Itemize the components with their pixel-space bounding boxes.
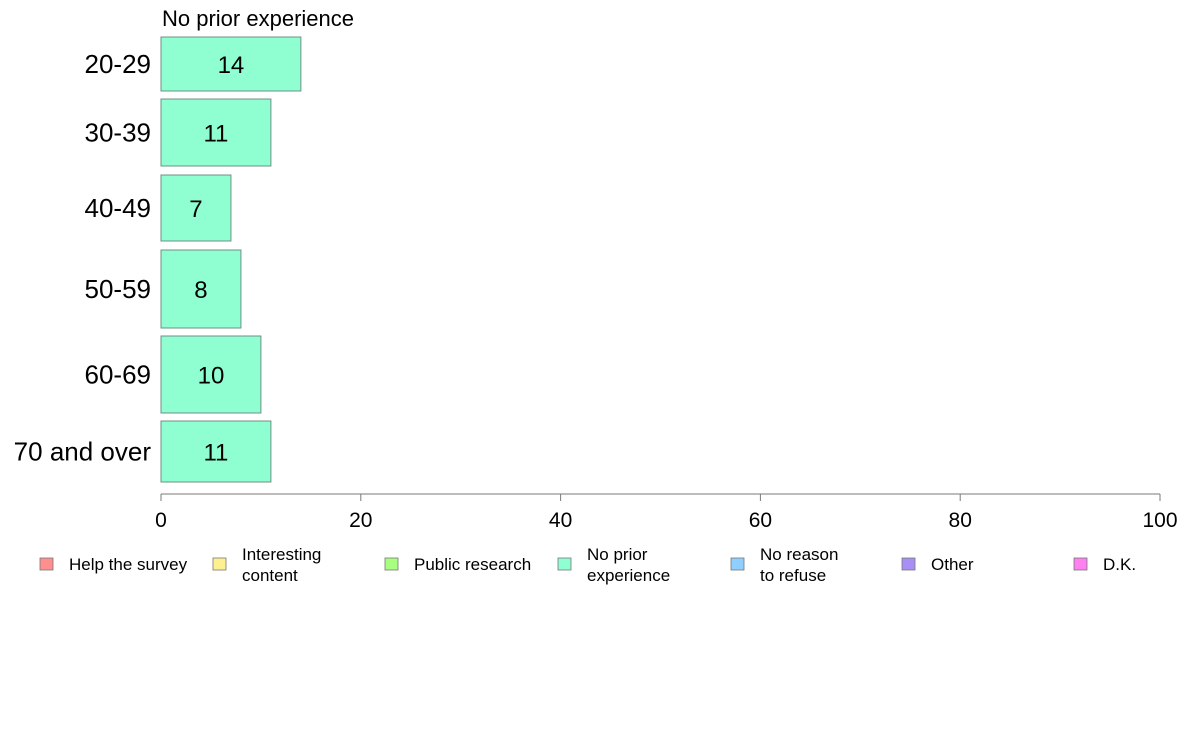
- x-axis: 0 20 40 60 80 100: [155, 493, 1178, 532]
- bar-20-29: [160, 36, 302, 92]
- legend-label: experience: [587, 566, 670, 585]
- legend-label: Public research: [414, 555, 531, 574]
- x-tick-label: 0: [155, 509, 167, 532]
- legend-item: Other: [901, 555, 974, 574]
- legend-label: to refuse: [760, 566, 826, 585]
- legend-label: No prior: [587, 545, 648, 564]
- legend-label: Help the survey: [69, 555, 188, 574]
- x-tick-label: 60: [749, 509, 772, 532]
- bar-value-label: 7: [189, 196, 202, 223]
- bar-40-49: [160, 174, 232, 242]
- legend-swatch: [1073, 557, 1088, 571]
- bars-layer: 14 20-29 11 30-39 7 40-49 8 50-59 10 60-69 11 70 an…: [14, 36, 302, 483]
- x-tick-label: 20: [349, 509, 372, 532]
- category-label: 60-69: [85, 360, 152, 390]
- legend-item: Interesting content: [212, 545, 321, 585]
- legend-label: Interesting: [242, 545, 321, 564]
- bar-50-59: [160, 249, 242, 329]
- x-tick-label: 100: [1142, 509, 1177, 532]
- bar-60-69: [160, 335, 262, 414]
- legend-item: No prior experience: [557, 545, 670, 585]
- category-label: 50-59: [85, 274, 152, 304]
- bar-value-label: 10: [198, 363, 225, 390]
- bar-30-39: [160, 98, 272, 167]
- legend: Help the survey Interesting content Public …: [39, 545, 1136, 585]
- legend-label: D.K.: [1103, 555, 1136, 574]
- legend-label: No reason: [760, 545, 838, 564]
- category-label: 70 and over: [14, 437, 152, 467]
- legend-swatch: [901, 557, 916, 571]
- legend-swatch: [212, 557, 227, 571]
- x-tick-label: 80: [949, 509, 972, 532]
- category-label: 20-29: [85, 49, 152, 79]
- category-label: 30-39: [85, 118, 152, 148]
- bar-value-label: 14: [218, 52, 245, 79]
- legend-swatch: [557, 557, 572, 571]
- legend-item: D.K.: [1073, 555, 1136, 574]
- legend-label: Other: [931, 555, 974, 574]
- legend-item: Help the survey: [39, 555, 188, 574]
- legend-label: content: [242, 566, 298, 585]
- chart-title: No prior experience: [162, 6, 354, 31]
- legend-item: No reason to refuse: [730, 545, 838, 585]
- bar-70-and-over: [160, 420, 272, 483]
- category-label: 40-49: [85, 193, 152, 223]
- legend-item: Public research: [384, 555, 531, 574]
- bar-value-label: 11: [203, 121, 228, 148]
- legend-swatch: [39, 557, 54, 571]
- x-tick-label: 40: [549, 509, 572, 532]
- legend-swatch: [730, 557, 745, 571]
- bar-value-label: 8: [194, 277, 207, 304]
- bar-value-label: 11: [203, 440, 228, 467]
- legend-swatch: [384, 557, 399, 571]
